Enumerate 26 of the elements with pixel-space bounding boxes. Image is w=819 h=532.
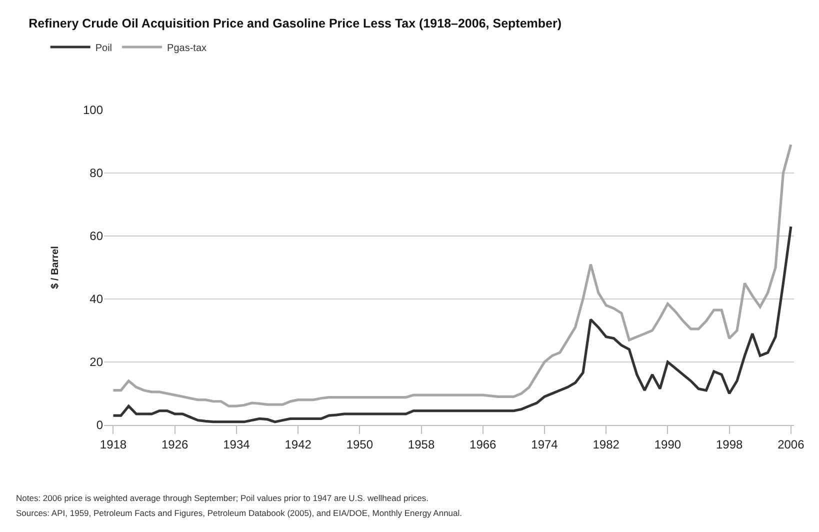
legend-label: Poil <box>95 42 112 54</box>
y-tick-label: 20 <box>90 355 104 370</box>
y-tick-label: 100 <box>82 103 104 118</box>
y-tick-label: 80 <box>90 166 104 180</box>
legend-label: Pgas-tax <box>167 42 207 54</box>
line-series <box>112 143 792 408</box>
x-tick-label: 1950 <box>346 437 374 452</box>
text: Notes: 2006 price is weighted average through September; Poil values prior to 1947 are U.S. wellhead prices. <box>16 493 428 503</box>
source-note: Sources: API, 1959, Petroleum Facts and Figures, Petroleum Databook (2005), and EIA/DOE, Monthly Energy Annual. <box>16 508 462 518</box>
y-axis-title: $ / Barrel <box>50 246 61 289</box>
y-tick-label: 0 <box>96 418 104 432</box>
y-tick-label: 60 <box>90 229 104 244</box>
x-tick-label: 1982 <box>592 437 620 452</box>
x-tick-label: 2006 <box>778 437 805 452</box>
x-tick-label: 1966 <box>470 437 497 452</box>
x-tick-label: 1990 <box>654 437 682 452</box>
x-tick-label: 1918 <box>100 437 127 452</box>
x-tick-label: 1958 <box>408 437 435 452</box>
line-series <box>112 225 792 424</box>
x-tick-label: 1942 <box>284 437 312 452</box>
x-tick-label: 1998 <box>716 437 743 452</box>
x-tick-label: 1974 <box>531 437 558 452</box>
x-tick-label: 1934 <box>223 437 250 452</box>
chart-title: Refinery Crude Oil Acquisition Price and Gasoline Price Less Tax (1918–2006, September) <box>28 16 562 30</box>
x-tick-label: 1926 <box>162 437 189 452</box>
y-tick-label: 40 <box>90 292 104 306</box>
